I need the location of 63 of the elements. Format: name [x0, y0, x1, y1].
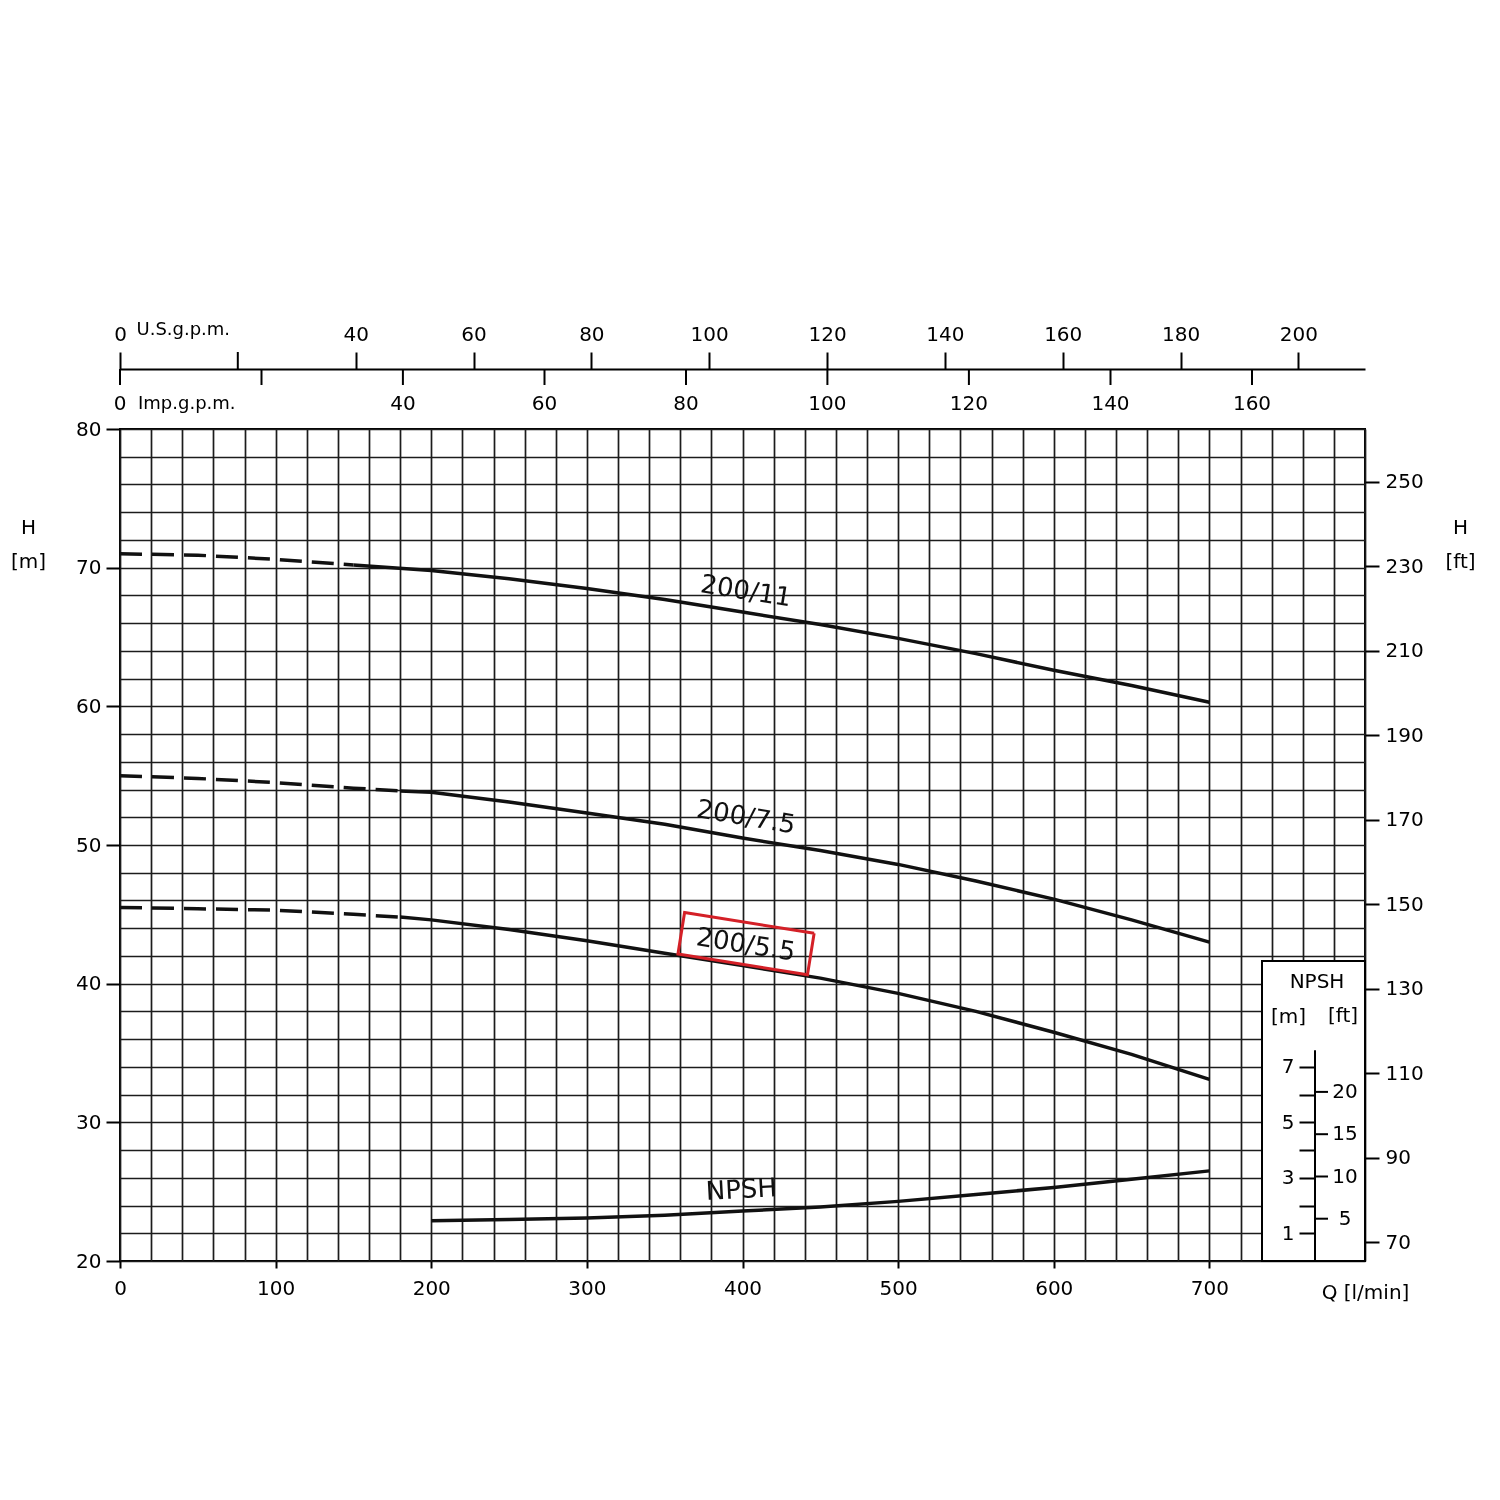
x-tick-label: 700 [1190, 1275, 1229, 1300]
x2-tick-label: 160 [1044, 321, 1083, 346]
annotation: [ft] [1327, 1003, 1359, 1027]
series-label: NPSH [704, 1172, 778, 1206]
x-tick-label: 0 [114, 1275, 127, 1300]
x2-tick-label: 40 [343, 321, 369, 346]
x2-tick-label: 0 [114, 321, 127, 346]
y3-tick-label: 5 [1281, 1109, 1295, 1134]
annotation: 5 [1338, 1205, 1352, 1230]
text: 200/7.5 [694, 793, 798, 840]
y-tick-label: 60 [76, 693, 102, 718]
y3-tick-label: 7 [1281, 1054, 1295, 1079]
x2-axis-title: U.S.g.p.m. [136, 317, 231, 339]
y-tick-label: 80 [76, 416, 102, 441]
text: 60 [531, 391, 558, 415]
y-tick-label: 70 [76, 555, 102, 580]
y2-tick-label: 190 [1385, 722, 1424, 747]
x2-tick-label: 80 [579, 321, 605, 346]
y3-tick-label: 1 [1281, 1220, 1295, 1245]
text: 120 [949, 391, 988, 415]
annotation: 15 [1332, 1121, 1358, 1146]
text: 200/11 [698, 568, 794, 613]
y2-tick-label: 150 [1385, 891, 1424, 916]
x2-tick-label: 100 [690, 321, 729, 346]
x2-tick-label: 120 [808, 321, 847, 346]
y-tick-label: 50 [76, 832, 102, 857]
x-tick-label: 300 [568, 1275, 607, 1300]
x-tick-label: 600 [1035, 1275, 1074, 1300]
x-axis-title: Q [l/min] [1321, 1279, 1410, 1304]
y2-tick-label: 210 [1385, 638, 1424, 663]
y2-tick-label: 90 [1385, 1145, 1411, 1170]
x-tick-label: 500 [879, 1275, 918, 1300]
annotation: NPSH [1289, 969, 1345, 993]
y3-axis-title: [m] [1270, 1003, 1307, 1028]
y3-tick-label: 3 [1281, 1165, 1295, 1190]
y2-tick-label: 110 [1385, 1060, 1424, 1085]
y-axis-title: H [m] [10, 514, 47, 573]
x2-tick-label: 200 [1279, 321, 1319, 346]
y2-axis-title: H [ft] [1445, 514, 1476, 573]
x2-tick-label: 140 [926, 321, 965, 346]
y2-tick-label: 130 [1385, 976, 1424, 1001]
annotation: 10 [1332, 1163, 1358, 1188]
x-tick-label: 200 [412, 1275, 451, 1300]
text: 100 [808, 391, 847, 415]
y-tick-label: 20 [76, 1248, 102, 1273]
y2-tick-label: 170 [1385, 807, 1424, 832]
x-tick-label: 100 [257, 1275, 296, 1300]
y2-tick-label: 70 [1385, 1229, 1411, 1254]
text: 40 [390, 391, 416, 415]
text: Imp.g.p.m. [138, 392, 236, 413]
y-tick-label: 30 [76, 1109, 102, 1134]
y2-tick-label: 250 [1385, 469, 1424, 494]
text: 160 [1232, 391, 1272, 415]
text: 0 [113, 391, 127, 415]
text: 200/5.5 [694, 921, 798, 967]
x-tick-label: 400 [723, 1275, 763, 1300]
y2-tick-label: 230 [1385, 553, 1424, 578]
annotation: 20 [1332, 1078, 1358, 1103]
text: 80 [673, 391, 699, 415]
y-tick-label: 40 [76, 971, 102, 996]
x2-tick-label: 60 [461, 321, 487, 346]
x2-tick-label: 180 [1161, 321, 1201, 346]
text: 140 [1091, 391, 1130, 415]
